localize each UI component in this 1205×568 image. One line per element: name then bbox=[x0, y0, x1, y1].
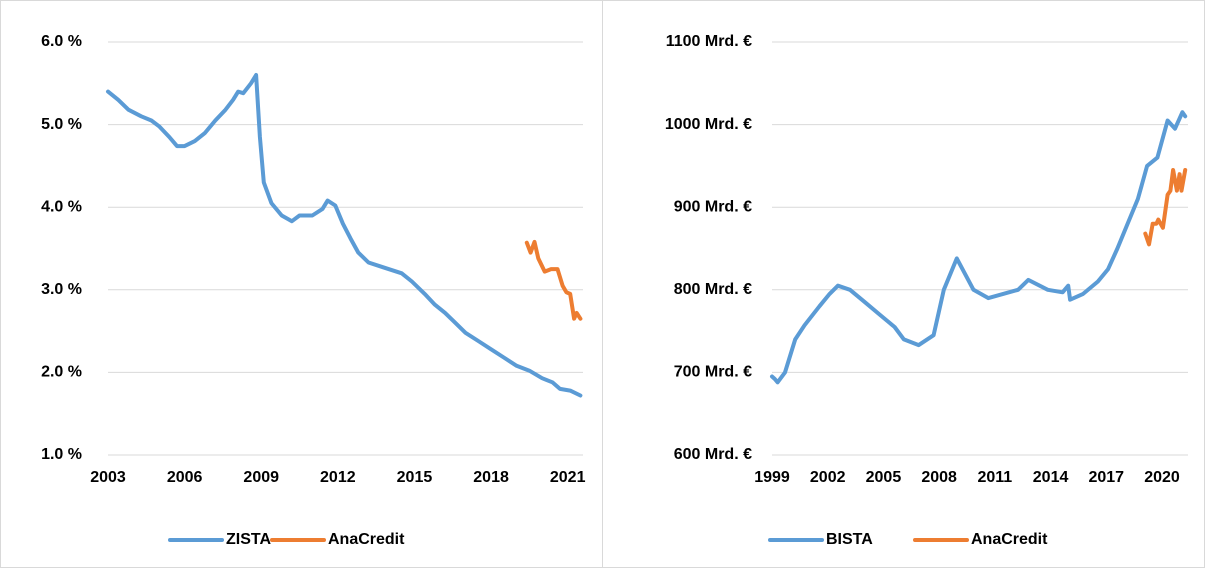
y-tick-label: 1.0 % bbox=[41, 446, 82, 463]
x-tick-label: 2005 bbox=[866, 469, 902, 486]
x-tick-label: 2009 bbox=[243, 469, 279, 486]
x-tick-label: 2020 bbox=[1144, 469, 1180, 486]
legend-label: AnaCredit bbox=[328, 531, 405, 548]
y-tick-label: 4.0 % bbox=[41, 198, 82, 215]
x-tick-label: 2017 bbox=[1088, 469, 1124, 486]
x-tick-label: 2011 bbox=[977, 469, 1012, 486]
line bbox=[106, 73, 583, 398]
x-tick-label: 2002 bbox=[810, 469, 846, 486]
x-tick-label: 2006 bbox=[167, 469, 203, 486]
x-tick-label: 2014 bbox=[1033, 469, 1069, 486]
x-tick-label: 2008 bbox=[921, 469, 957, 486]
x-tick-label: 2012 bbox=[320, 469, 356, 486]
line bbox=[1143, 168, 1188, 247]
y-tick-label: 1100 Mrd. € bbox=[666, 33, 752, 50]
y-tick-label: 900 Mrd. € bbox=[674, 198, 752, 215]
y-tick-label: 600 Mrd. € bbox=[674, 446, 752, 463]
y-tick-label: 700 Mrd. € bbox=[674, 364, 752, 381]
x-tick-label: 2018 bbox=[473, 469, 509, 486]
x-tick-label: 1999 bbox=[754, 469, 790, 486]
legend-label: AnaCredit bbox=[971, 531, 1048, 548]
y-tick-label: 5.0 % bbox=[41, 116, 82, 133]
y-tick-label: 1000 Mrd. € bbox=[665, 116, 752, 133]
legend-label: BISTA bbox=[826, 531, 873, 548]
x-tick-label: 2015 bbox=[397, 469, 433, 486]
x-tick-label: 2021 bbox=[550, 469, 586, 486]
y-tick-label: 800 Mrd. € bbox=[674, 281, 752, 298]
x-tick-label: 2003 bbox=[90, 469, 126, 486]
y-tick-label: 3.0 % bbox=[41, 281, 82, 298]
line bbox=[524, 239, 583, 321]
legend-label: ZISTA bbox=[226, 531, 271, 548]
line bbox=[770, 110, 1188, 385]
y-tick-label: 6.0 % bbox=[41, 33, 82, 50]
y-tick-label: 2.0 % bbox=[41, 364, 82, 381]
